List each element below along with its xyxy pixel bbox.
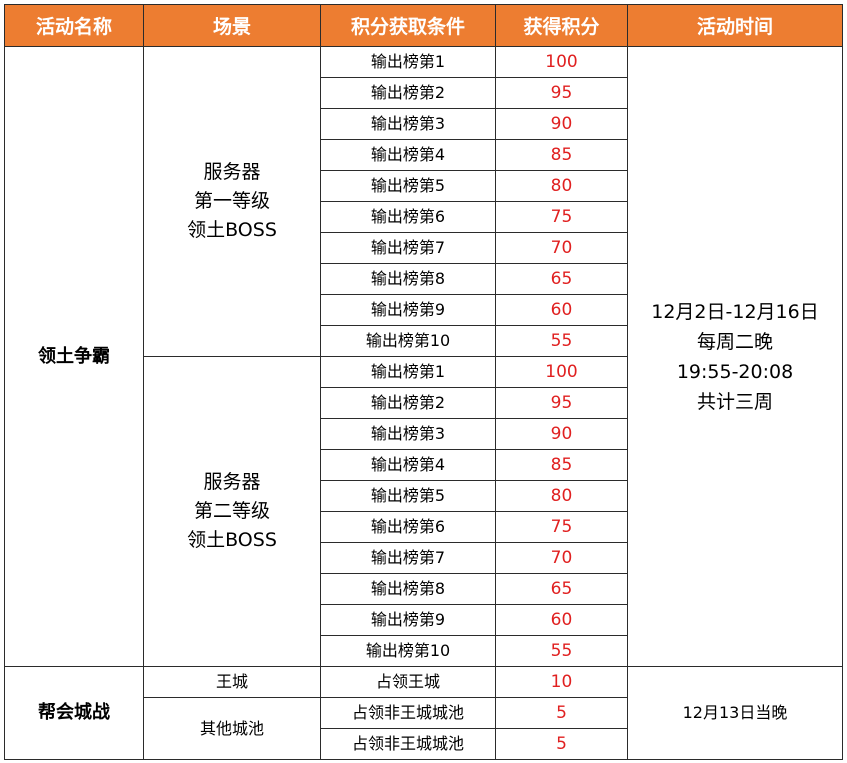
activity-time-cell: 12月2日-12月16日 每周二晚 19:55-20:08 共计三周 bbox=[627, 46, 843, 667]
condition-cell: 输出榜第8 bbox=[320, 263, 496, 295]
scene-line: 领土BOSS bbox=[187, 529, 277, 551]
points-cell: 55 bbox=[495, 325, 628, 357]
condition-cell: 输出榜第9 bbox=[320, 604, 496, 636]
scene-cell: 其他城池 bbox=[143, 697, 321, 760]
condition-cell: 输出榜第6 bbox=[320, 511, 496, 543]
time-line: 共计三周 bbox=[696, 390, 773, 413]
activity-name-cell: 帮会城战 bbox=[4, 666, 144, 760]
time-line: 12月13日当晚 bbox=[682, 703, 788, 722]
table-row: 输出榜第3 90 bbox=[5, 108, 843, 140]
points-cell: 55 bbox=[495, 635, 628, 667]
table-row: 输出榜第8 65 bbox=[5, 263, 843, 295]
condition-cell: 占领非王城城池 bbox=[320, 697, 496, 729]
header-condition: 积分获取条件 bbox=[320, 4, 496, 47]
scene-line: 其他城池 bbox=[199, 718, 264, 738]
points-cell: 90 bbox=[495, 108, 628, 140]
activity-time-cell: 12月13日当晚 bbox=[627, 666, 843, 760]
table-row: 输出榜第4 85 bbox=[5, 139, 843, 171]
table-row: 输出榜第5 80 bbox=[5, 170, 843, 202]
scene-cell: 服务器第一等级领土BOSS bbox=[143, 46, 321, 357]
table-row: 输出榜第5 80 bbox=[5, 480, 843, 512]
points-cell: 65 bbox=[495, 263, 628, 295]
points-cell: 100 bbox=[495, 356, 628, 388]
points-cell: 85 bbox=[495, 449, 628, 481]
table-row: 输出榜第2 95 bbox=[5, 387, 843, 419]
points-cell: 95 bbox=[495, 77, 628, 109]
table-row: 输出榜第10 55 bbox=[5, 325, 843, 357]
scene-line: 第二等级 bbox=[193, 500, 270, 522]
time-line: 每周二晚 bbox=[696, 330, 773, 353]
points-cell: 60 bbox=[495, 604, 628, 636]
condition-cell: 输出榜第4 bbox=[320, 449, 496, 481]
condition-cell: 占领王城 bbox=[320, 666, 496, 698]
condition-cell: 输出榜第7 bbox=[320, 542, 496, 574]
time-line: 12月2日-12月16日 bbox=[651, 300, 819, 323]
table-row: 输出榜第10 55 bbox=[5, 635, 843, 667]
scene-line: 第一等级 bbox=[193, 190, 270, 212]
points-cell: 5 bbox=[495, 728, 628, 760]
condition-cell: 输出榜第7 bbox=[320, 232, 496, 264]
scene-line: 王城 bbox=[215, 672, 248, 691]
condition-cell: 输出榜第5 bbox=[320, 480, 496, 512]
points-cell: 100 bbox=[495, 46, 628, 78]
table-row: 占领非王城城池 5 bbox=[5, 728, 843, 760]
points-cell: 70 bbox=[495, 542, 628, 574]
points-cell: 90 bbox=[495, 418, 628, 450]
header-activity-name: 活动名称 bbox=[4, 4, 144, 47]
points-cell: 85 bbox=[495, 139, 628, 171]
condition-cell: 输出榜第2 bbox=[320, 387, 496, 419]
points-cell: 95 bbox=[495, 387, 628, 419]
table-row: 输出榜第7 70 bbox=[5, 232, 843, 264]
condition-cell: 输出榜第6 bbox=[320, 201, 496, 233]
condition-cell: 输出榜第10 bbox=[320, 325, 496, 357]
condition-cell: 输出榜第8 bbox=[320, 573, 496, 605]
header-row: 活动名称 场景 积分获取条件 获得积分 活动时间 bbox=[4, 4, 843, 47]
header-points: 获得积分 bbox=[495, 4, 628, 47]
table-row: 帮会城战 王城 占领王城 10 12月13日当晚 bbox=[4, 666, 843, 760]
points-cell: 75 bbox=[495, 511, 628, 543]
table-row: 输出榜第6 75 bbox=[5, 201, 843, 233]
condition-cell: 输出榜第2 bbox=[320, 77, 496, 109]
table-row: 输出榜第8 65 bbox=[5, 573, 843, 605]
activity-name-cell: 领土争霸 bbox=[4, 46, 144, 667]
points-table: 活动名称 场景 积分获取条件 获得积分 活动时间 领土争霸 服务器 第一等级 领土BO… bbox=[4, 4, 843, 760]
condition-cell: 输出榜第5 bbox=[320, 170, 496, 202]
condition-cell: 输出榜第1 bbox=[320, 356, 496, 388]
condition-cell: 输出榜第10 bbox=[320, 635, 496, 667]
points-cell: 70 bbox=[495, 232, 628, 264]
table-row: 服务器 第二等级 领土BOSS 输出榜第1 100 bbox=[5, 356, 843, 667]
scene-cell: 王城 bbox=[143, 666, 321, 698]
header-scene: 场景 bbox=[143, 4, 321, 47]
table-row: 输出榜第2 95 bbox=[5, 77, 843, 109]
table-row: 输出榜第9 60 bbox=[5, 604, 843, 636]
points-cell: 10 bbox=[495, 666, 628, 698]
table-row: 输出榜第6 75 bbox=[5, 511, 843, 543]
condition-cell: 输出榜第4 bbox=[320, 139, 496, 171]
table-row: 其他城池 占领非王城城池 5 bbox=[5, 697, 843, 760]
time-line: 19:55-20:08 bbox=[676, 360, 794, 383]
table-row: 输出榜第7 70 bbox=[5, 542, 843, 574]
scene-cell: 服务器第二等级领土BOSS bbox=[143, 356, 321, 667]
points-cell: 65 bbox=[495, 573, 628, 605]
points-cell: 80 bbox=[495, 480, 628, 512]
points-cell: 80 bbox=[495, 170, 628, 202]
points-cell: 5 bbox=[495, 697, 628, 729]
table-row: 领土争霸 服务器 第一等级 领土BOSS 输出榜第1 100 12月2日-12月16日 每周二… bbox=[4, 46, 843, 667]
points-cell: 75 bbox=[495, 201, 628, 233]
scene-line: 领土BOSS bbox=[187, 219, 277, 241]
scene-line: 服务器 bbox=[203, 161, 261, 183]
condition-cell: 占领非王城城池 bbox=[320, 728, 496, 760]
condition-cell: 输出榜第3 bbox=[320, 418, 496, 450]
condition-cell: 输出榜第9 bbox=[320, 294, 496, 326]
table-row: 输出榜第9 60 bbox=[5, 294, 843, 326]
table-body: 领土争霸 服务器 第一等级 领土BOSS 输出榜第1 100 12月2日-12月16日 每周二… bbox=[4, 46, 843, 760]
scene-line: 服务器 bbox=[203, 471, 261, 493]
points-cell: 60 bbox=[495, 294, 628, 326]
table-row: 输出榜第4 85 bbox=[5, 449, 843, 481]
condition-cell: 输出榜第3 bbox=[320, 108, 496, 140]
header-time: 活动时间 bbox=[627, 4, 843, 47]
condition-cell: 输出榜第1 bbox=[320, 46, 496, 78]
